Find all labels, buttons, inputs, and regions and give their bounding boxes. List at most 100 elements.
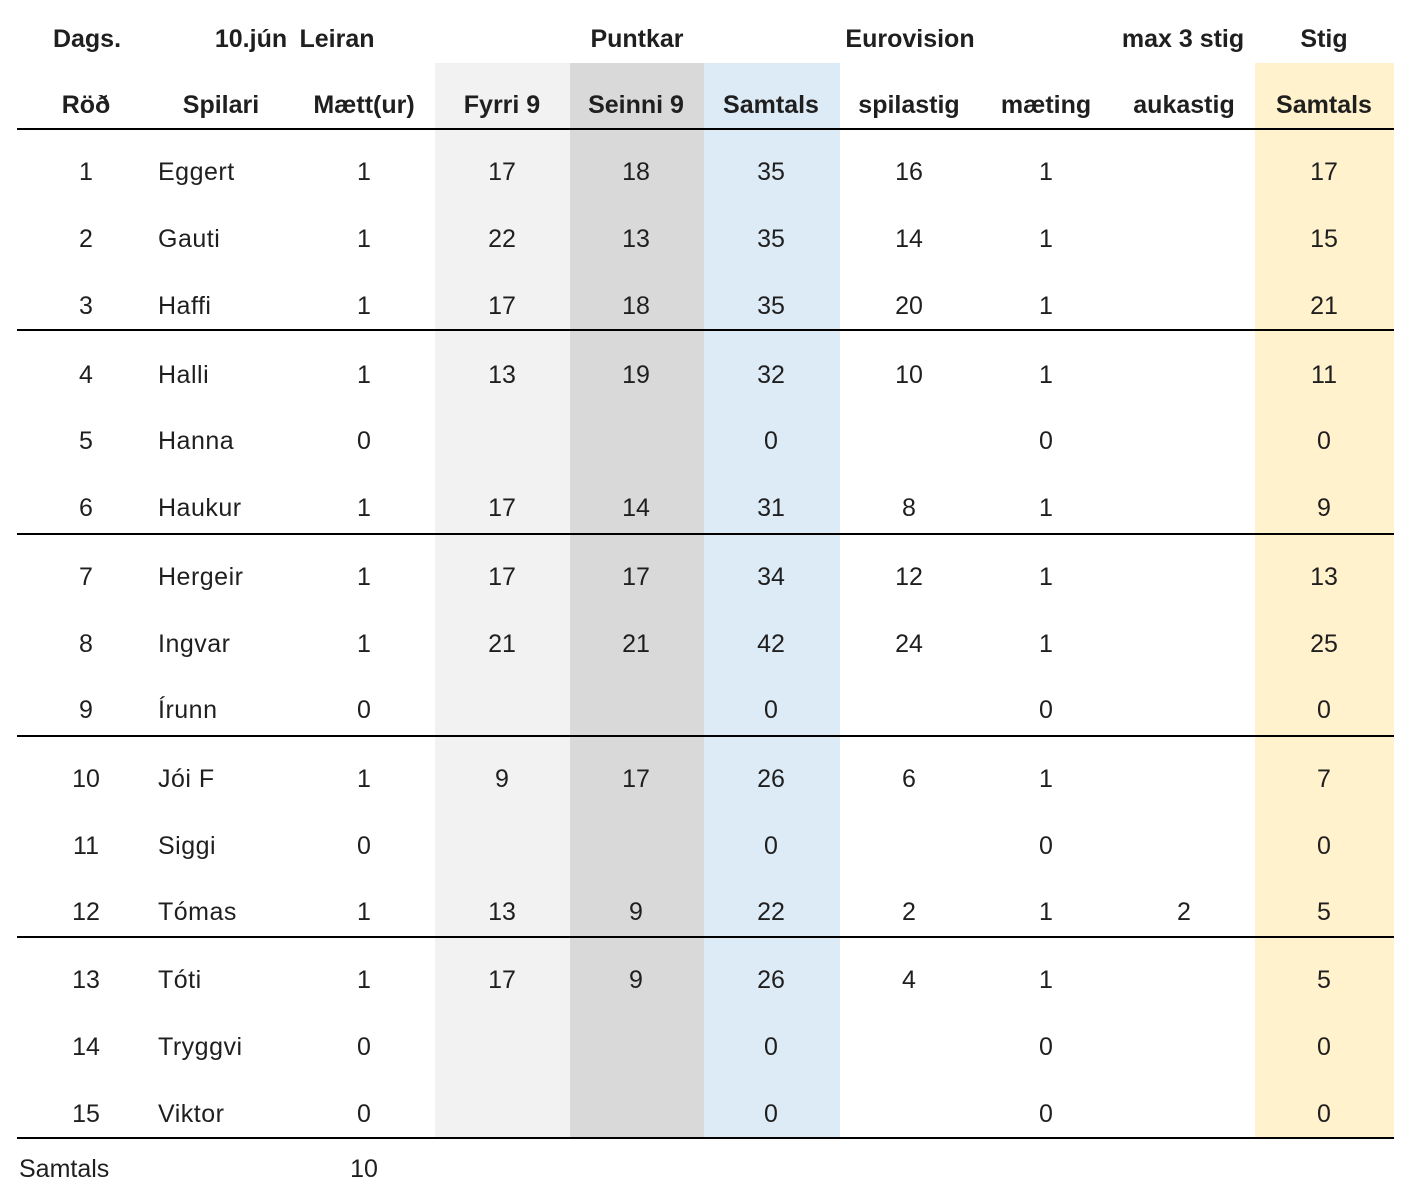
rod-cell: 14 bbox=[72, 1033, 100, 1061]
rod-cell: 15 bbox=[72, 1100, 100, 1128]
spilari-cell: Hanna bbox=[158, 427, 235, 455]
spilastig-cell: 8 bbox=[902, 494, 916, 522]
spilastig-cell: 24 bbox=[895, 630, 923, 658]
samtals-cell: 35 bbox=[757, 158, 785, 186]
stig-samtals-cell: 0 bbox=[1317, 1033, 1331, 1061]
maeting-cell: 1 bbox=[1039, 898, 1053, 926]
stig-samtals-cell: 15 bbox=[1310, 225, 1338, 253]
maett-cell: 1 bbox=[357, 630, 371, 658]
rod-cell: 7 bbox=[79, 563, 93, 591]
maeting-cell: 1 bbox=[1039, 630, 1053, 658]
stig-samtals-cell: 11 bbox=[1311, 361, 1337, 389]
seinni-9-cell: 14 bbox=[622, 494, 650, 522]
column-header-spilari: Spilari bbox=[182, 91, 260, 119]
maett-cell: 1 bbox=[357, 563, 371, 591]
stig-samtals-cell: 0 bbox=[1317, 832, 1331, 860]
maett-cell: 0 bbox=[357, 1033, 371, 1061]
maett-cell: 0 bbox=[357, 1100, 371, 1128]
maeting-cell: 0 bbox=[1039, 1100, 1053, 1128]
rod-cell: 8 bbox=[79, 630, 93, 658]
spilari-cell: Jói F bbox=[158, 765, 215, 793]
maeting-cell: 1 bbox=[1039, 225, 1053, 253]
stig-samtals-cell: 9 bbox=[1317, 494, 1331, 522]
footer-total: 10 bbox=[350, 1155, 378, 1183]
fyrri-9-cell: 9 bbox=[495, 765, 509, 793]
spilari-cell: Írunn bbox=[158, 696, 218, 724]
maett-cell: 1 bbox=[357, 292, 371, 320]
maett-cell: 1 bbox=[357, 158, 371, 186]
samtals-cell: 0 bbox=[764, 1033, 778, 1061]
fyrri-9-cell: 22 bbox=[488, 225, 516, 253]
maeting-cell: 1 bbox=[1039, 563, 1053, 591]
spilari-cell: Haukur bbox=[158, 494, 242, 522]
fyrri-9-cell: 13 bbox=[488, 898, 516, 926]
seinni-9-cell: 21 bbox=[622, 630, 650, 658]
maeting-cell: 1 bbox=[1039, 158, 1053, 186]
stig-samtals-cell: 5 bbox=[1317, 898, 1331, 926]
rod-cell: 5 bbox=[79, 427, 93, 455]
dags-label: Dags. bbox=[52, 25, 122, 53]
maeting-cell: 0 bbox=[1039, 1033, 1053, 1061]
spilari-cell: Tryggvi bbox=[158, 1033, 243, 1061]
samtals-cell: 31 bbox=[757, 494, 785, 522]
group-divider bbox=[17, 936, 1394, 938]
spilari-cell: Halli bbox=[158, 361, 210, 389]
stig-samtals-cell: 0 bbox=[1317, 1100, 1331, 1128]
spilari-cell: Eggert bbox=[158, 158, 235, 186]
column-header-aukastig: aukastig bbox=[1133, 91, 1235, 119]
spilari-cell: Gauti bbox=[158, 225, 221, 253]
samtals-cell: 22 bbox=[757, 898, 785, 926]
fyrri-9-cell: 17 bbox=[488, 292, 516, 320]
seinni-9-cell: 9 bbox=[629, 966, 643, 994]
rod-cell: 13 bbox=[72, 966, 100, 994]
rod-cell: 1 bbox=[79, 158, 93, 186]
spilastig-cell: 12 bbox=[895, 563, 923, 591]
seinni-9-cell: 9 bbox=[629, 898, 643, 926]
spilari-cell: Tóti bbox=[158, 966, 202, 994]
maeting-cell: 1 bbox=[1039, 765, 1053, 793]
footer-label: Samtals bbox=[19, 1155, 110, 1183]
puntkar-samtals-column-band bbox=[704, 63, 840, 1138]
stig-samtals-cell: 5 bbox=[1317, 966, 1331, 994]
group-divider bbox=[17, 329, 1394, 331]
spilastig-cell: 10 bbox=[895, 361, 923, 389]
seinni-9-cell: 17 bbox=[622, 765, 650, 793]
rod-cell: 12 bbox=[72, 898, 100, 926]
fyrri-9-cell: 21 bbox=[488, 630, 516, 658]
rod-cell: 4 bbox=[79, 361, 93, 389]
stig-samtals-column-band bbox=[1255, 63, 1394, 1138]
group-divider bbox=[17, 533, 1394, 535]
fyrri-9-cell: 17 bbox=[488, 966, 516, 994]
fyrri-9-column-band bbox=[435, 63, 570, 1138]
table-bottom-divider bbox=[17, 1137, 1394, 1139]
rod-cell: 2 bbox=[79, 225, 93, 253]
aukastig-cell: 2 bbox=[1177, 898, 1191, 926]
maett-cell: 1 bbox=[357, 765, 371, 793]
spilastig-cell: 16 bbox=[895, 158, 923, 186]
puntkar-label: Puntkar bbox=[590, 25, 684, 53]
maett-cell: 0 bbox=[357, 696, 371, 724]
maeting-cell: 0 bbox=[1039, 427, 1053, 455]
spilari-cell: Hergeir bbox=[158, 563, 244, 591]
rod-cell: 9 bbox=[79, 696, 93, 724]
seinni-9-cell: 18 bbox=[622, 292, 650, 320]
maeting-cell: 1 bbox=[1039, 966, 1053, 994]
spilari-cell: Tómas bbox=[158, 898, 237, 926]
maett-cell: 1 bbox=[357, 898, 371, 926]
maett-cell: 1 bbox=[357, 361, 371, 389]
spilastig-cell: 14 bbox=[895, 225, 923, 253]
samtals-cell: 42 bbox=[757, 630, 785, 658]
header-divider bbox=[17, 128, 1394, 130]
course-label: Leiran bbox=[299, 25, 375, 53]
eurovision-label: Eurovision bbox=[845, 25, 975, 53]
column-header-stig-samtals: Samtals bbox=[1276, 91, 1372, 119]
column-header-samtals: Samtals bbox=[723, 91, 819, 119]
column-header-maeting: mæting bbox=[1000, 91, 1092, 119]
seinni-9-cell: 13 bbox=[622, 225, 650, 253]
maeting-cell: 1 bbox=[1039, 494, 1053, 522]
spilastig-cell: 6 bbox=[902, 765, 916, 793]
stig-samtals-cell: 17 bbox=[1310, 158, 1338, 186]
group-divider bbox=[17, 735, 1394, 737]
maeting-cell: 1 bbox=[1039, 292, 1053, 320]
rod-cell: 3 bbox=[79, 292, 93, 320]
